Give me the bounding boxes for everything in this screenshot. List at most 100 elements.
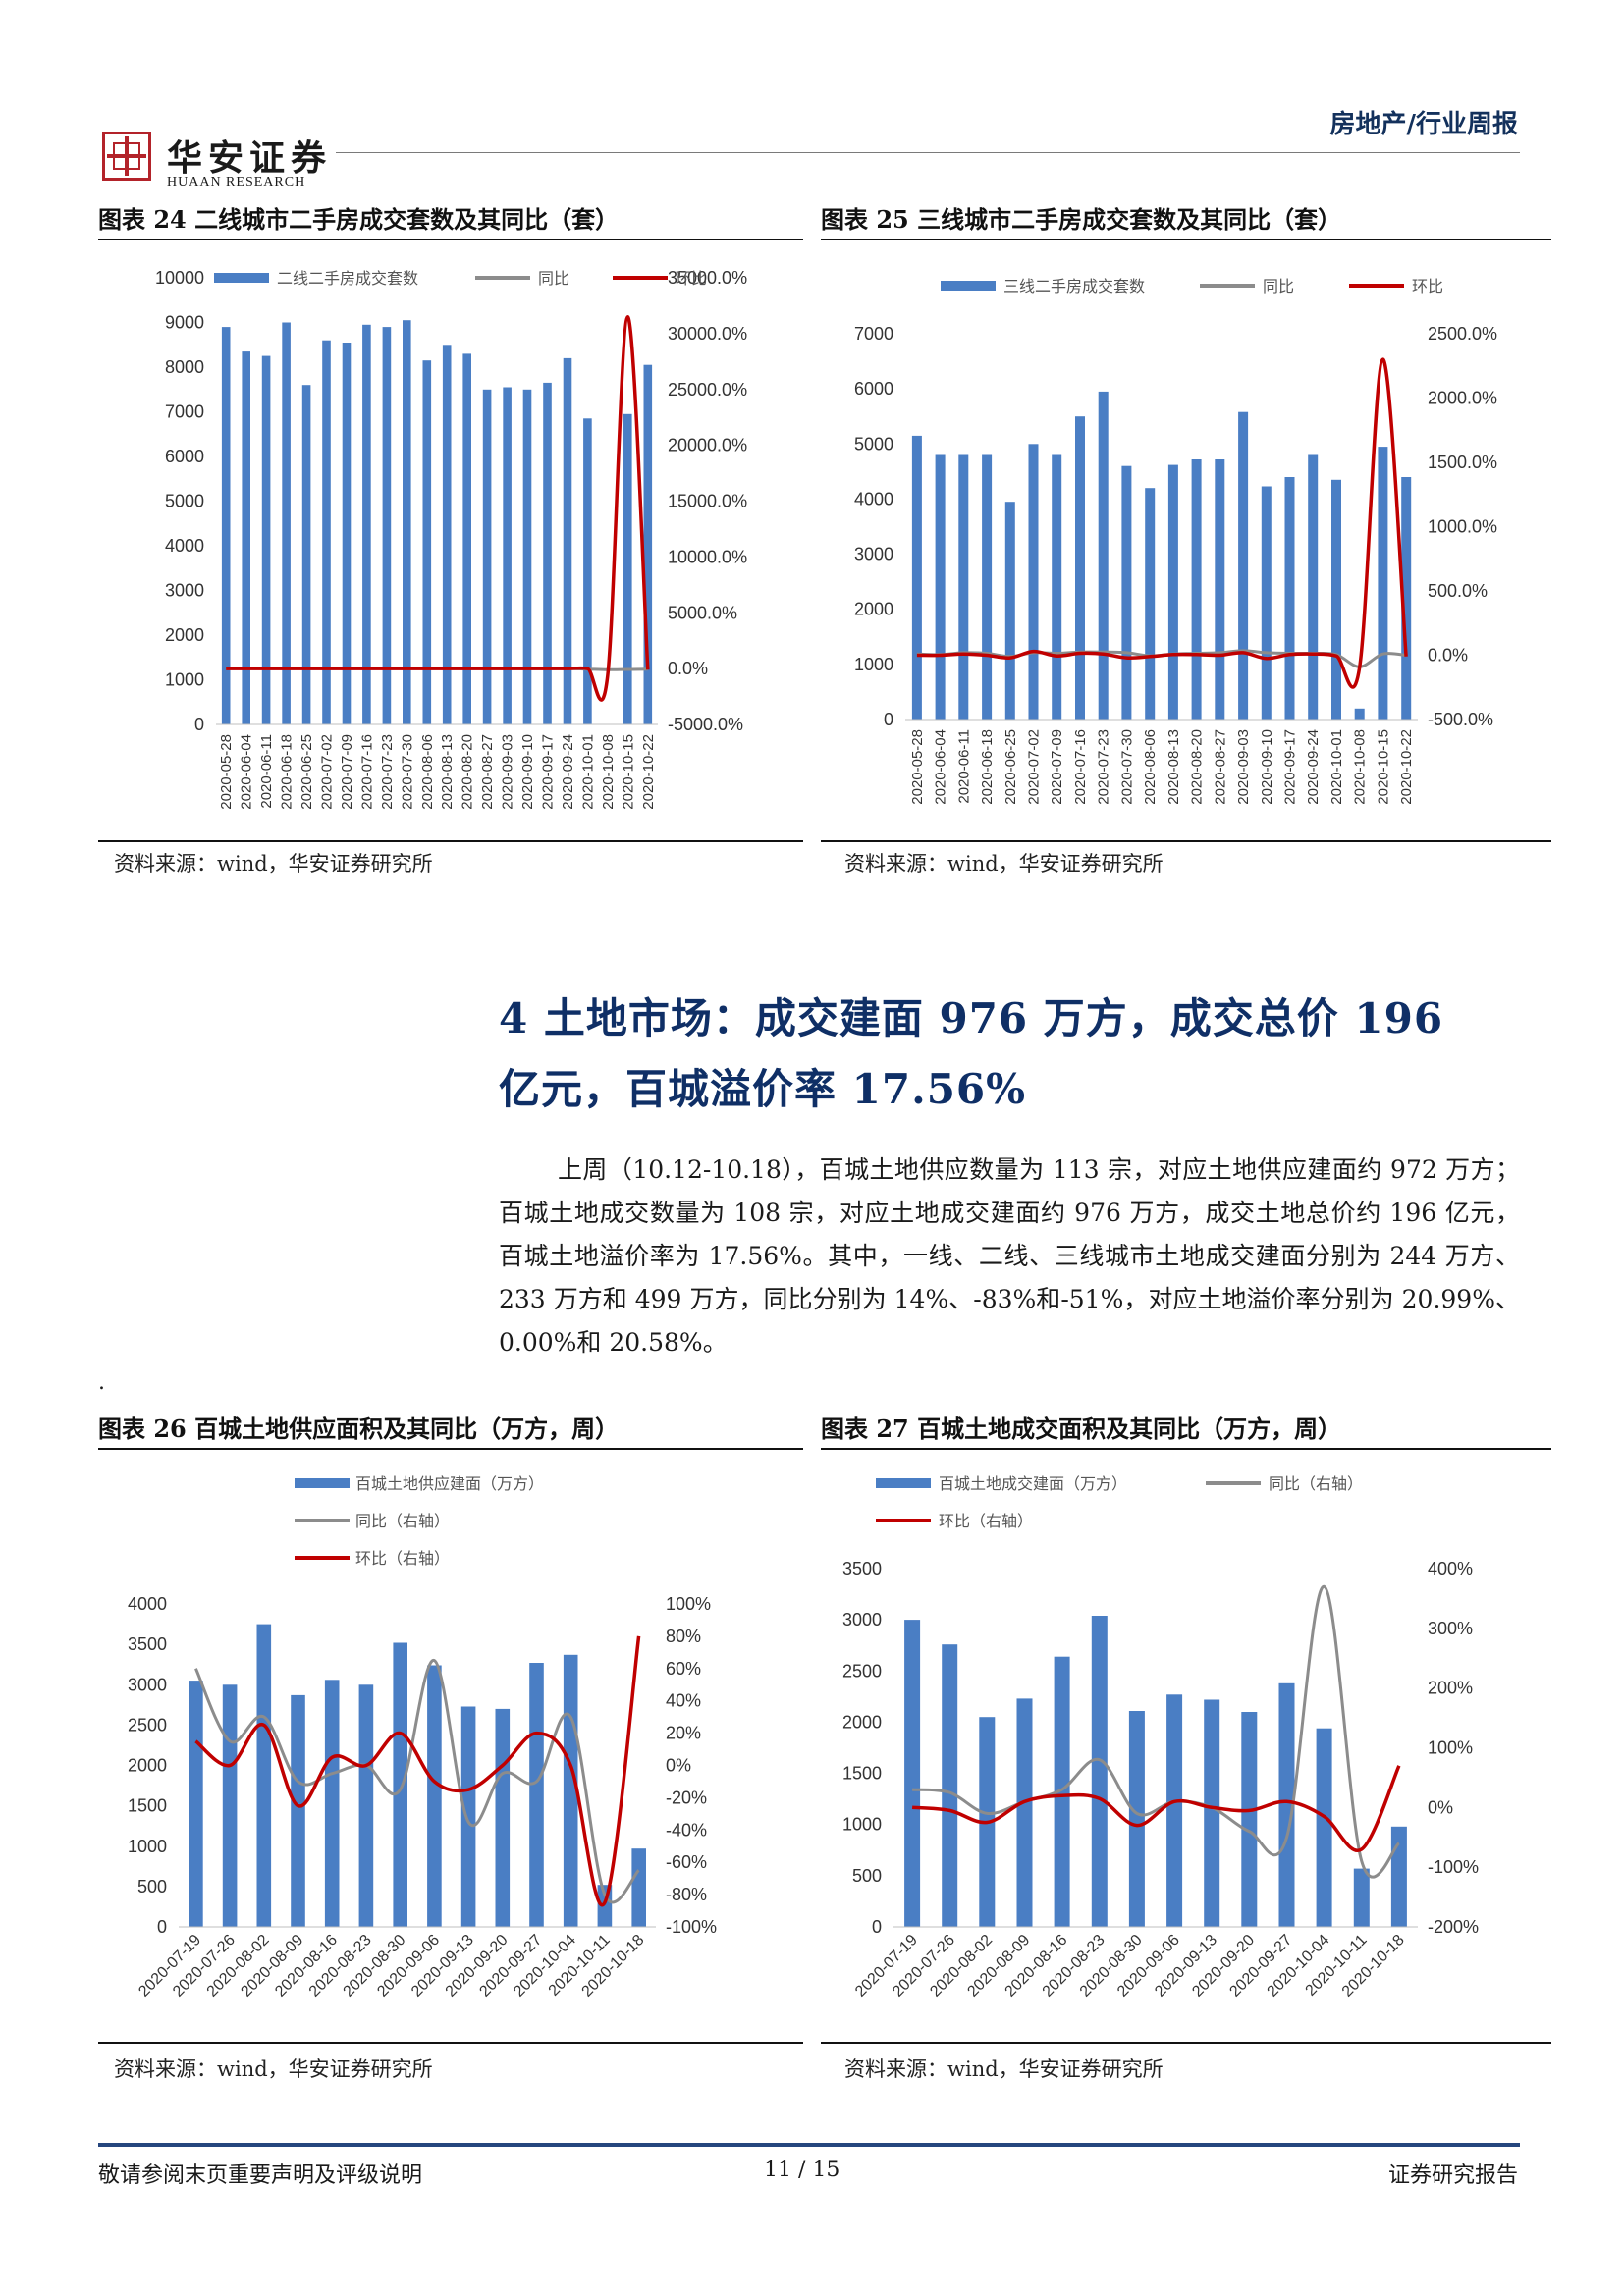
y-tick-right: 30000.0% — [668, 324, 747, 344]
y-tick-left: 3500 — [128, 1634, 167, 1654]
y-tick-left: 3000 — [128, 1675, 167, 1694]
y-tick-left: 500 — [852, 1866, 882, 1886]
x-tick-label: 2020-05-28 — [218, 734, 235, 810]
y-tick-left: 2000 — [128, 1756, 167, 1776]
bar — [1378, 447, 1388, 720]
bar — [1145, 488, 1156, 720]
bar — [1191, 459, 1202, 720]
bar — [221, 327, 231, 724]
x-tick-label: 2020-09-10 — [1259, 729, 1275, 805]
bar — [482, 389, 492, 725]
y-tick-left: 4000 — [165, 536, 204, 556]
bar — [1401, 477, 1412, 720]
y-tick-right: 100% — [1428, 1738, 1473, 1758]
header-divider — [336, 152, 1520, 153]
company-logo-text: 华安证券 — [167, 137, 333, 179]
x-tick-label: 2020-10-22 — [640, 734, 657, 810]
y-tick-left: 1500 — [128, 1796, 167, 1816]
y-tick-left: 0 — [194, 715, 204, 734]
y-tick-right: 1000.0% — [1428, 517, 1497, 537]
bar — [1004, 502, 1015, 720]
bar — [1167, 464, 1178, 720]
bar — [222, 1684, 238, 1928]
series-line — [194, 1635, 641, 1907]
x-tick-label: 2020-08-06 — [1142, 729, 1159, 805]
y-tick-left: 3500 — [842, 1559, 882, 1578]
x-tick-label: 2020-08-27 — [1212, 729, 1228, 805]
x-tick-label: 2020-07-02 — [319, 734, 336, 810]
figure-bottom-rule — [98, 2042, 803, 2044]
y-tick-left: 5000 — [854, 434, 893, 454]
y-tick-right: 2000.0% — [1428, 389, 1497, 408]
y-tick-left: 6000 — [165, 447, 204, 466]
series-line — [916, 357, 1408, 689]
figure-source: 资料来源：wind，华安证券研究所 — [114, 852, 433, 876]
x-tick-label: 2020-08-20 — [1189, 729, 1206, 805]
figure-bottom-rule — [821, 840, 1551, 842]
bar — [1278, 1682, 1295, 1927]
y-tick-left: 10000 — [155, 268, 204, 288]
y-tick-left: 7000 — [854, 324, 893, 344]
y-tick-left: 1000 — [854, 655, 893, 674]
y-tick-left: 2000 — [165, 625, 204, 645]
bar — [958, 454, 969, 720]
legend-entry: 二线二手房成交套数 — [277, 269, 418, 288]
bar — [393, 1642, 407, 1927]
x-tick-label: 2020-10-01 — [1328, 729, 1345, 805]
legend: 百城土地供应建面（万方） 同比（右轴） 环比（右轴） — [295, 1474, 544, 1568]
legend-entry: 百城土地成交建面（万方） — [939, 1474, 1127, 1493]
y-tick-left: 5000 — [165, 492, 204, 511]
bar — [904, 1620, 921, 1927]
x-tick-label: 2020-07-30 — [399, 734, 415, 810]
figure-title-rule — [821, 239, 1551, 240]
x-tick-label: 2020-10-08 — [600, 734, 617, 810]
bar — [623, 413, 632, 724]
y-tick-right: -5000.0% — [668, 715, 743, 734]
legend-swatch — [214, 273, 269, 283]
y-tick-left: 6000 — [854, 379, 893, 399]
y-tick-right: 100% — [666, 1594, 711, 1614]
section-heading: 4 土地市场：成交建面 976 万方，成交总价 196 亿元，百城溢价率 17.… — [499, 984, 1520, 1125]
x-tick-label: 2020-06-25 — [298, 734, 315, 810]
y-tick-right: 200% — [1428, 1679, 1473, 1698]
figure-title-rule — [98, 239, 803, 240]
bar — [1075, 416, 1085, 720]
y-tick-left: 7000 — [165, 402, 204, 422]
bar — [382, 327, 392, 724]
bar — [1128, 1711, 1145, 1927]
company-logo-english: HUAAN RESEARCH — [167, 175, 306, 189]
x-tick-label: 2020-08-06 — [419, 734, 436, 810]
y-tick-left: 500 — [137, 1877, 167, 1896]
chart-land-supply: 0 500 1000 1500 2000 2500 3000 3500 4000 -100% -80… — [128, 1474, 717, 2001]
bar — [427, 1665, 442, 1927]
bar — [503, 387, 512, 724]
y-tick-right: 20% — [666, 1724, 701, 1743]
y-tick-right: 25000.0% — [668, 380, 747, 400]
x-tick-label: 2020-06-04 — [239, 734, 255, 810]
figure-title: 图表 25 三线城市二手房成交套数及其同比（套） — [821, 205, 1342, 234]
bar — [301, 385, 311, 724]
bar — [403, 320, 411, 724]
bar — [1016, 1698, 1033, 1927]
y-tick-right: 0.0% — [668, 659, 708, 678]
y-tick-right: 15000.0% — [668, 492, 747, 511]
y-tick-left: 4000 — [128, 1594, 167, 1614]
figure-source: 资料来源：wind，华安证券研究所 — [844, 852, 1164, 876]
x-tick-label: 2020-06-11 — [258, 734, 275, 809]
bar — [324, 1680, 340, 1927]
bar — [358, 1684, 374, 1928]
x-tick-label: 2020-07-09 — [1049, 729, 1065, 805]
bar — [422, 360, 432, 724]
y-tick-left: 1500 — [842, 1764, 882, 1784]
figure-bottom-rule — [821, 2042, 1551, 2044]
x-tick-label: 2020-07-09 — [339, 734, 355, 810]
x-tick-label: 2020-06-04 — [933, 729, 949, 805]
y-tick-right: 0.0% — [1428, 646, 1468, 666]
x-tick-label: 2020-06-11 — [955, 729, 972, 804]
y-tick-right: 300% — [1428, 1619, 1473, 1638]
x-tick-label: 2020-09-03 — [1235, 729, 1252, 805]
legend-swatch — [941, 281, 996, 291]
y-tick-left: 2500 — [842, 1661, 882, 1681]
y-tick-right: 35000.0% — [668, 268, 747, 288]
x-tick-label: 2020-07-23 — [379, 734, 396, 810]
